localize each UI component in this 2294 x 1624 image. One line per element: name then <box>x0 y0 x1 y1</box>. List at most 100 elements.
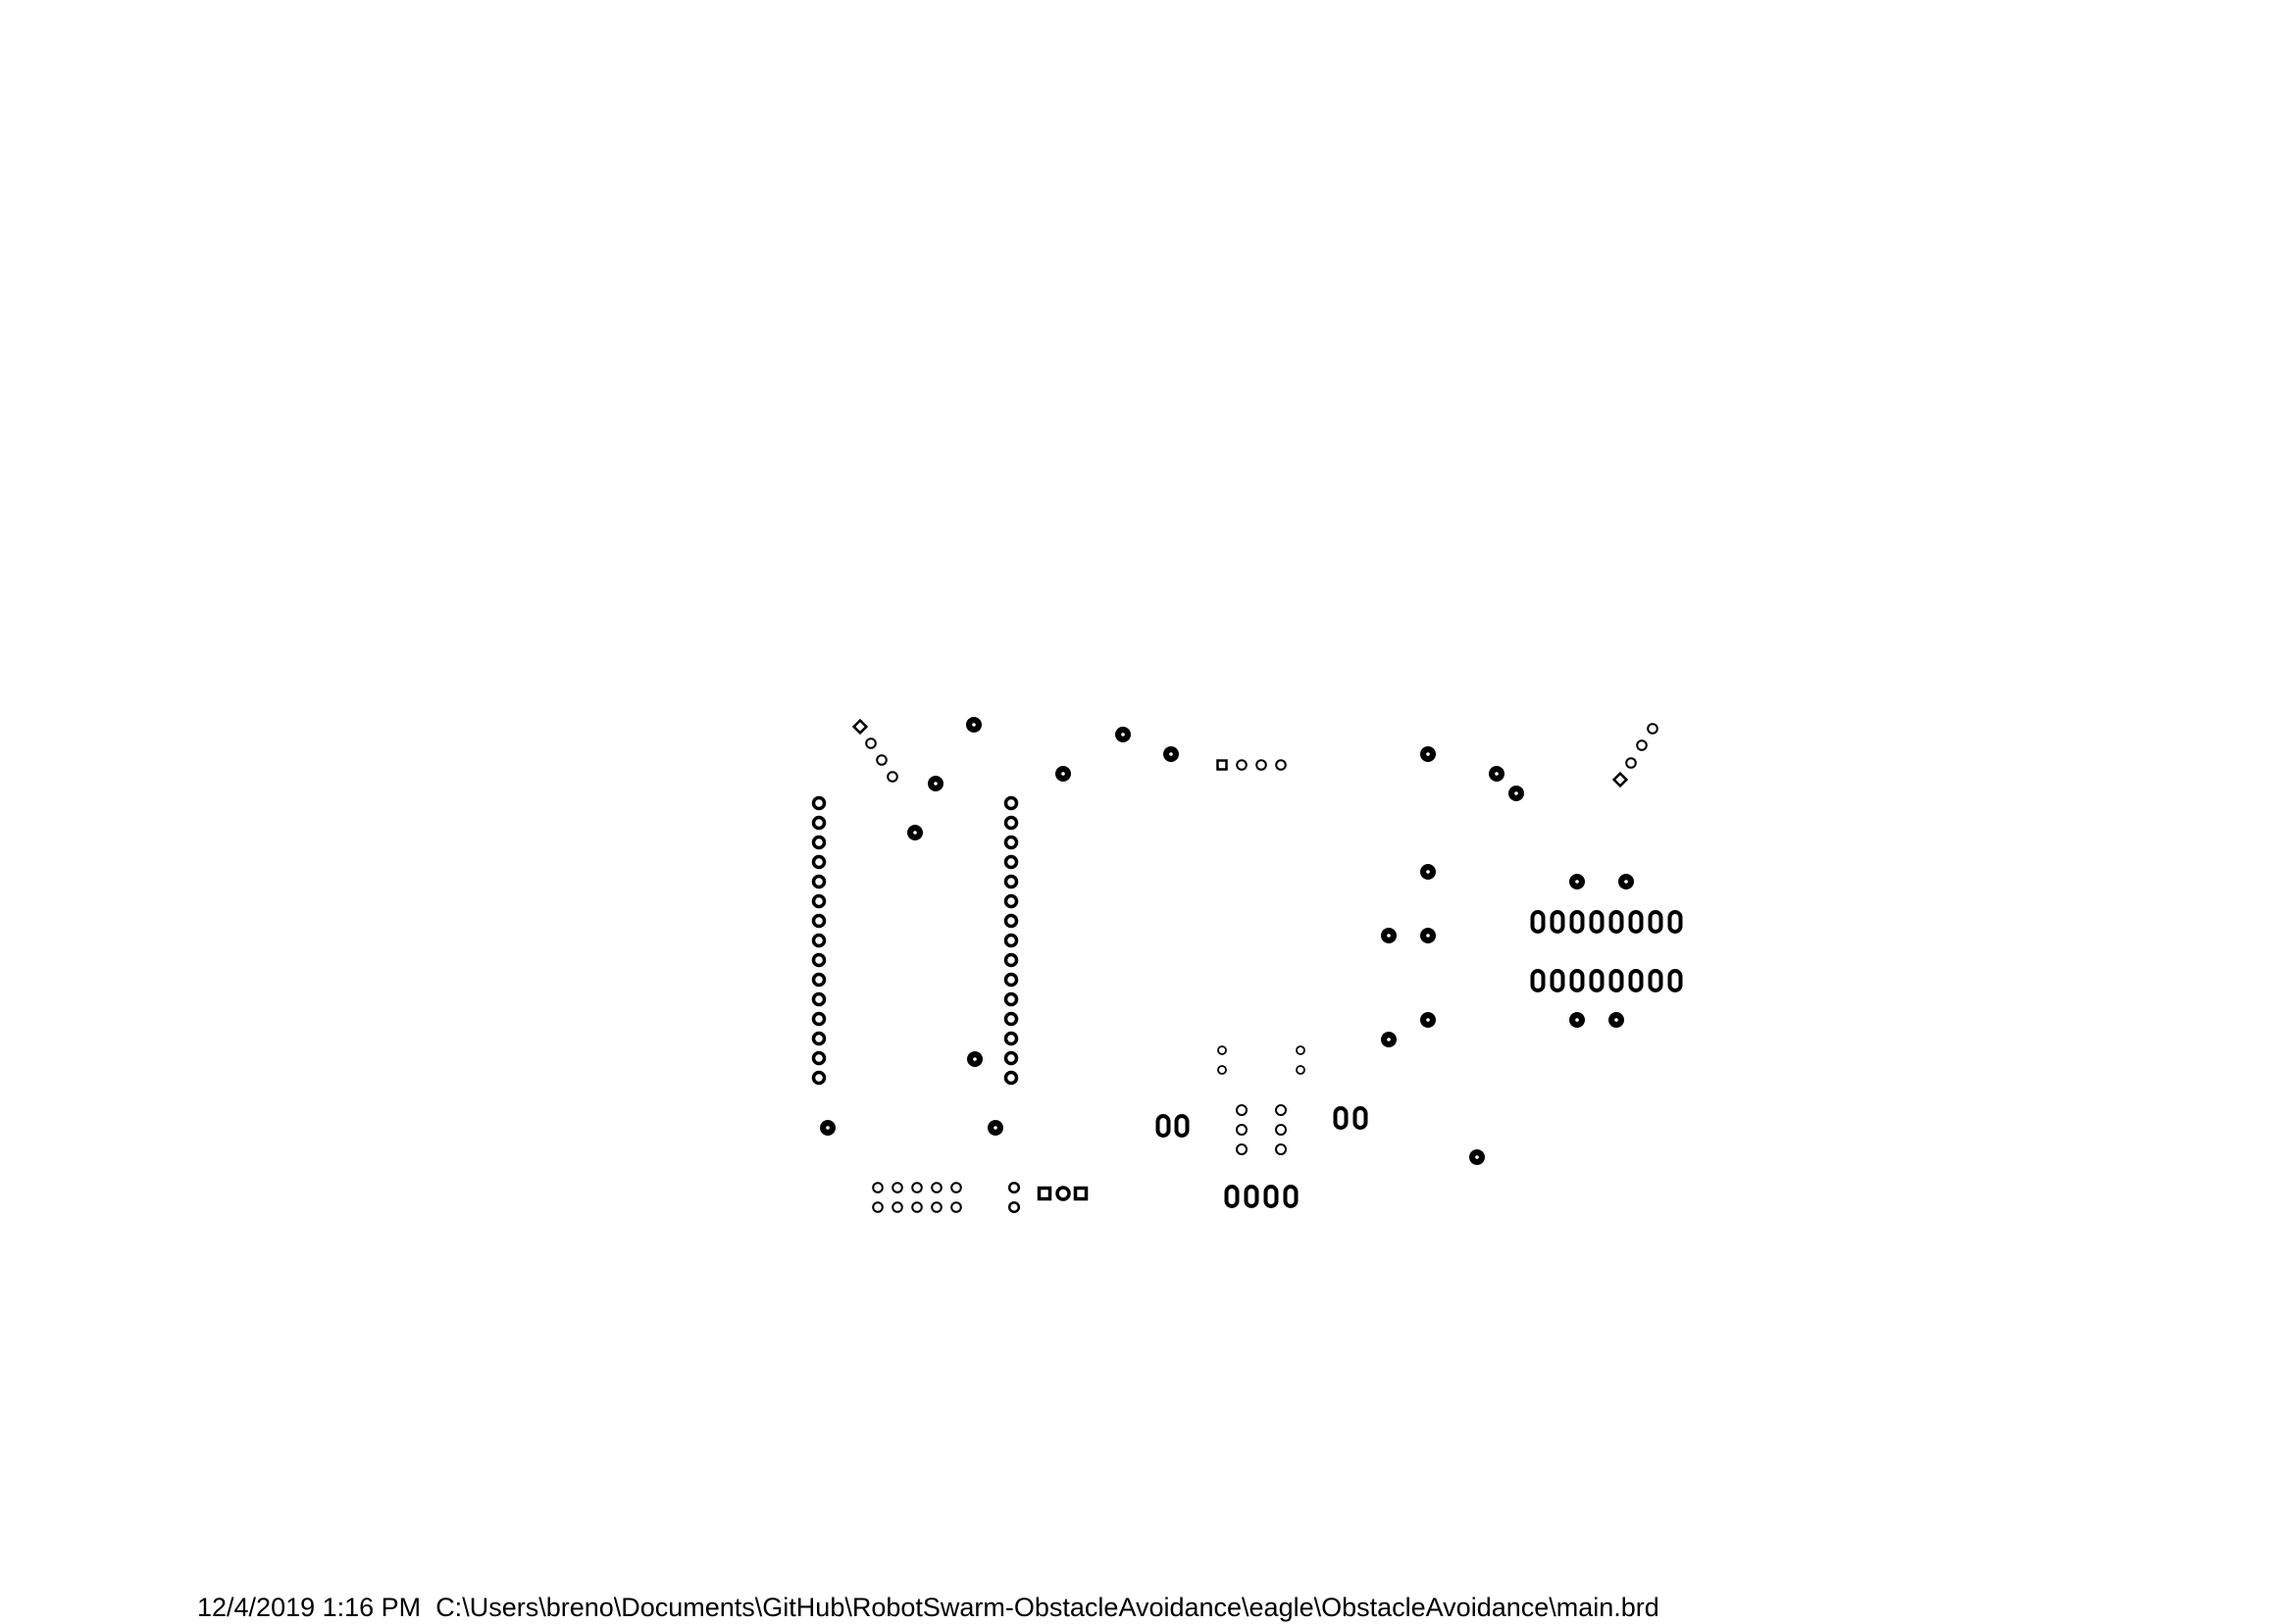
oval-pad <box>1224 1185 1240 1208</box>
pad <box>887 771 898 783</box>
oval-pad <box>1244 1185 1259 1208</box>
oval-pad <box>1608 969 1624 992</box>
pad <box>1003 874 1019 889</box>
square-pad <box>1037 1186 1052 1201</box>
via-drill <box>994 1126 997 1130</box>
via-drill <box>1426 934 1430 938</box>
via-drill <box>1614 1018 1618 1022</box>
pad <box>931 1201 943 1213</box>
pad <box>1003 913 1019 929</box>
right-angled-4-pin-header <box>1611 723 1658 788</box>
pad <box>811 874 827 889</box>
pad <box>1003 1031 1019 1046</box>
pad <box>950 1201 962 1213</box>
pad <box>1296 1045 1305 1055</box>
pad <box>811 952 827 968</box>
pad <box>1217 1065 1227 1075</box>
pad <box>865 737 877 749</box>
oval-pad <box>1608 910 1624 934</box>
oval-pad <box>1263 1185 1279 1208</box>
pad <box>1007 1181 1021 1194</box>
pad <box>872 1201 884 1213</box>
pad <box>1255 759 1267 771</box>
via-drill <box>1575 880 1579 884</box>
oval-pad <box>1550 969 1565 992</box>
pad <box>950 1182 962 1193</box>
pad <box>1003 854 1019 870</box>
via-drill <box>1426 1018 1430 1022</box>
via-drill <box>972 723 976 727</box>
via-drill <box>1426 870 1430 874</box>
pad <box>811 1011 827 1027</box>
oval-pad <box>1155 1114 1171 1138</box>
pad <box>811 913 827 929</box>
left-angled-4-pin-header <box>851 718 898 783</box>
oval-pad <box>1569 969 1585 992</box>
pad <box>876 754 888 766</box>
oval-pad <box>1283 1185 1299 1208</box>
board-file-path: C:\Users\breno\Documents\GitHub\RobotSwa… <box>435 1593 1659 1622</box>
pad <box>1236 1104 1248 1116</box>
pad <box>1003 933 1019 948</box>
pad <box>1003 795 1019 811</box>
pad <box>811 815 827 831</box>
square-pad <box>851 718 869 736</box>
bottom-2x5-header <box>872 1182 962 1213</box>
pad <box>911 1201 923 1213</box>
square-pad <box>1073 1186 1089 1201</box>
via-drill <box>1495 772 1499 776</box>
oval-pad <box>1628 969 1644 992</box>
pad <box>811 893 827 909</box>
oval-4-pad-row <box>1224 1185 1299 1208</box>
oval-pad <box>1648 969 1663 992</box>
oval-pad <box>1174 1114 1190 1138</box>
oval-pad <box>1589 969 1605 992</box>
via-drill <box>1169 752 1173 756</box>
square-pad <box>1216 759 1228 771</box>
oval-pad-pairs <box>1155 1106 1368 1138</box>
8-pin-dip-rows <box>1530 910 1683 992</box>
pad <box>1003 991 1019 1007</box>
plot-timestamp: 12/4/2019 1:16 PM <box>197 1593 422 1622</box>
pad <box>1647 723 1658 735</box>
pad <box>811 991 827 1007</box>
oval-pad <box>1530 969 1546 992</box>
pad <box>892 1182 903 1193</box>
pad <box>1003 1070 1019 1086</box>
oval-pad <box>1648 910 1663 934</box>
via-drill <box>1387 1038 1391 1041</box>
pad <box>811 933 827 948</box>
oval-pad <box>1569 910 1585 934</box>
pad <box>1217 1045 1227 1055</box>
pad <box>1275 1104 1287 1116</box>
oval-pad <box>1667 910 1683 934</box>
pad <box>1007 1200 1021 1214</box>
via-drill <box>826 1126 830 1130</box>
pad <box>1275 1143 1287 1155</box>
oval-pad <box>1667 969 1683 992</box>
oval-pad <box>1333 1106 1349 1130</box>
pad <box>931 1182 943 1193</box>
pad <box>1275 1124 1287 1136</box>
oval-pad <box>1589 910 1605 934</box>
top-4-pin-header <box>1216 759 1287 771</box>
via-drill <box>1426 752 1430 756</box>
pad <box>1003 893 1019 909</box>
pad <box>1296 1065 1305 1075</box>
bottom-3-pin-connector <box>1007 1181 1089 1214</box>
via-drill <box>934 782 938 786</box>
small-2x3-header <box>1217 1045 1305 1155</box>
via-drill <box>973 1057 977 1061</box>
pad <box>811 1050 827 1066</box>
left-14-pin-column <box>811 795 827 1086</box>
pad <box>811 795 827 811</box>
right-14-pin-column <box>1003 795 1019 1086</box>
via-drill <box>1121 733 1125 736</box>
oval-pad <box>1628 910 1644 934</box>
via-drill <box>1475 1155 1479 1159</box>
pad <box>1236 1143 1248 1155</box>
pad <box>872 1182 884 1193</box>
pad <box>811 972 827 988</box>
pad <box>811 854 827 870</box>
